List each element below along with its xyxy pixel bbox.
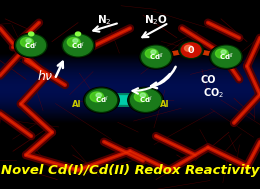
Text: $h\nu$: $h\nu$ — [37, 69, 54, 83]
Circle shape — [185, 45, 193, 51]
Text: CO: CO — [200, 75, 216, 85]
Circle shape — [145, 49, 158, 58]
Circle shape — [96, 93, 101, 97]
Circle shape — [151, 50, 156, 54]
Circle shape — [139, 44, 173, 69]
Text: Al: Al — [72, 100, 81, 109]
Circle shape — [67, 38, 80, 47]
Text: Cd$^I$: Cd$^I$ — [139, 95, 152, 106]
Circle shape — [86, 89, 116, 111]
Text: Cd$^{II}$: Cd$^{II}$ — [148, 52, 164, 63]
Text: N$_2$O: N$_2$O — [144, 13, 168, 27]
Text: N$_2$: N$_2$ — [97, 13, 111, 27]
Circle shape — [64, 35, 92, 56]
Circle shape — [75, 32, 81, 36]
Circle shape — [140, 45, 172, 68]
Text: CO$_2$: CO$_2$ — [203, 87, 224, 101]
Circle shape — [221, 50, 226, 54]
Circle shape — [134, 92, 148, 102]
Circle shape — [211, 45, 242, 68]
Circle shape — [209, 44, 243, 69]
Text: O: O — [188, 46, 194, 55]
Circle shape — [62, 34, 94, 57]
Circle shape — [29, 32, 34, 36]
Text: Cd$^I$: Cd$^I$ — [71, 40, 85, 52]
Circle shape — [181, 43, 201, 57]
Text: Al: Al — [160, 100, 170, 109]
Circle shape — [179, 41, 203, 59]
Circle shape — [85, 88, 118, 112]
Circle shape — [61, 33, 95, 58]
Circle shape — [21, 38, 33, 47]
Circle shape — [73, 39, 78, 43]
Circle shape — [142, 46, 170, 67]
Circle shape — [140, 93, 146, 97]
Circle shape — [129, 88, 162, 112]
Text: Cd$^I$: Cd$^I$ — [24, 40, 38, 52]
Circle shape — [216, 49, 228, 58]
Circle shape — [15, 34, 47, 57]
Circle shape — [26, 39, 31, 43]
Circle shape — [84, 87, 119, 113]
Text: Cd$^I$: Cd$^I$ — [95, 95, 108, 106]
Circle shape — [17, 35, 46, 56]
Circle shape — [90, 92, 104, 102]
Circle shape — [180, 42, 202, 58]
Circle shape — [131, 89, 161, 111]
Text: Cd$^{II}$: Cd$^{II}$ — [219, 52, 234, 63]
Text: Novel Cd(I)/Cd(II) Redox Reactivity: Novel Cd(I)/Cd(II) Redox Reactivity — [1, 164, 259, 177]
Circle shape — [212, 46, 240, 67]
Circle shape — [128, 87, 163, 113]
Circle shape — [14, 33, 48, 58]
